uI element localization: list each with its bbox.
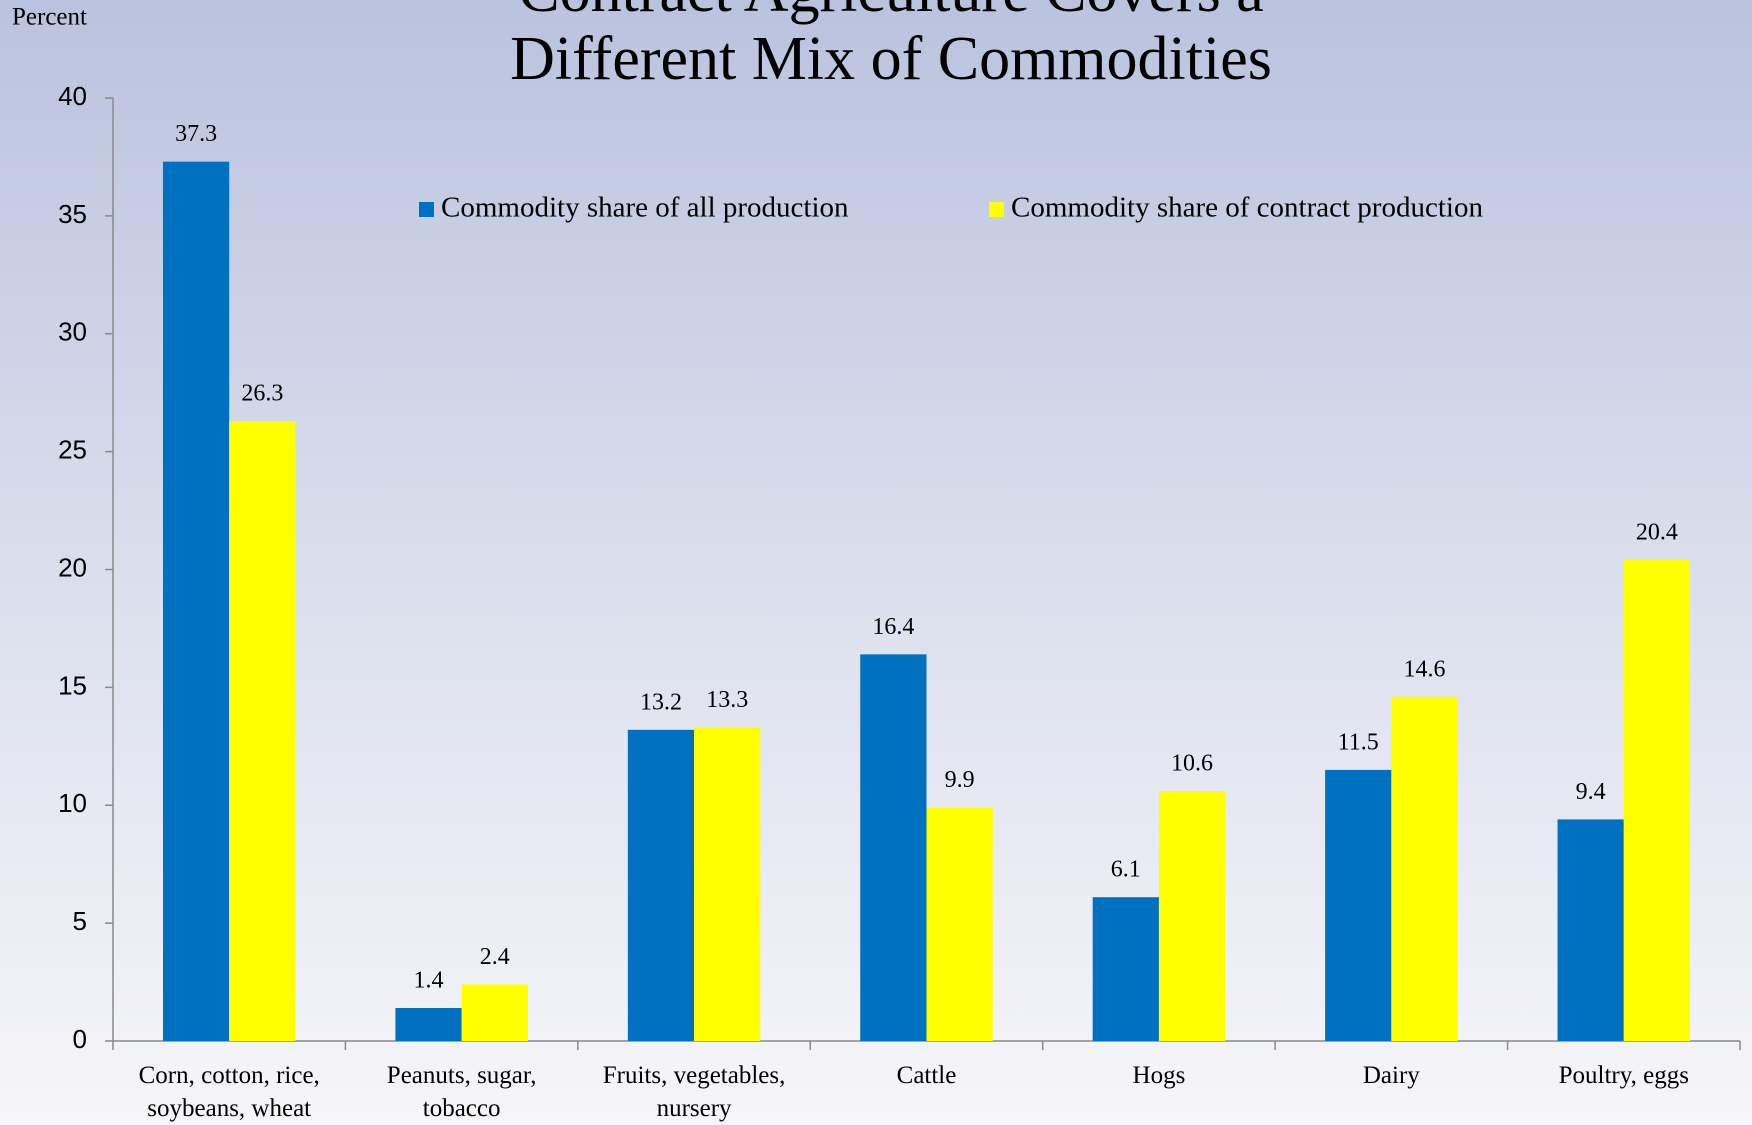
y-tick-label: 25 — [58, 435, 87, 465]
value-label: 14.6 — [1403, 656, 1445, 682]
value-label: 26.3 — [241, 380, 283, 406]
bar — [1325, 769, 1392, 1041]
y-tick-label: 5 — [73, 906, 87, 936]
bar — [1158, 791, 1226, 1041]
bar — [1391, 696, 1458, 1041]
x-tick-label: Poultry, eggs — [1558, 1062, 1689, 1089]
legend-swatch — [989, 202, 1004, 217]
x-tick-label: Cattle — [896, 1062, 957, 1089]
y-tick-label: 10 — [58, 788, 87, 818]
bar — [461, 984, 528, 1041]
value-label: 16.4 — [872, 614, 914, 640]
y-tick-label: 40 — [58, 81, 87, 111]
value-label: 6.1 — [1111, 857, 1141, 883]
x-tick-label: Hogs — [1132, 1062, 1186, 1089]
legend-swatch — [419, 202, 434, 217]
y-tick-label: 30 — [58, 317, 87, 347]
x-tick-label: Fruits, vegetables, nursery — [602, 1062, 786, 1122]
y-axis-label: Percent — [12, 4, 87, 31]
legend-label: Commodity share of contract production — [1011, 192, 1483, 224]
value-label: 13.2 — [640, 689, 682, 715]
x-tick-label: Peanuts, sugar, tobacco — [386, 1062, 537, 1122]
value-label: 9.4 — [1576, 779, 1606, 805]
value-label: 10.6 — [1171, 751, 1213, 777]
bar — [395, 1007, 462, 1041]
y-tick-label: 0 — [73, 1024, 87, 1054]
bar — [627, 729, 695, 1041]
value-label: 11.5 — [1338, 729, 1379, 755]
x-tick-label: Dairy — [1362, 1062, 1420, 1089]
value-label: 1.4 — [414, 967, 444, 993]
y-tick-label: 35 — [58, 199, 87, 229]
value-label: 20.4 — [1636, 520, 1678, 546]
value-label: 2.4 — [480, 944, 510, 970]
bar — [162, 161, 230, 1042]
bar — [1092, 897, 1159, 1041]
bar — [926, 807, 993, 1041]
bar — [694, 727, 761, 1041]
chart-title: Contract Agriculture Covers a Different … — [510, 0, 1272, 93]
y-tick-label: 20 — [58, 552, 87, 582]
value-label: 9.9 — [945, 767, 975, 793]
bar — [1557, 819, 1624, 1041]
bar — [860, 654, 927, 1041]
bar — [229, 420, 296, 1041]
x-tick-label: Corn, cotton, rice, soybeans, wheat — [138, 1062, 320, 1122]
value-label: 13.3 — [706, 687, 748, 713]
value-label: 37.3 — [175, 121, 217, 147]
legend-label: Commodity share of all production — [441, 192, 849, 224]
y-tick-label: 15 — [58, 670, 87, 700]
bar — [1623, 560, 1691, 1041]
